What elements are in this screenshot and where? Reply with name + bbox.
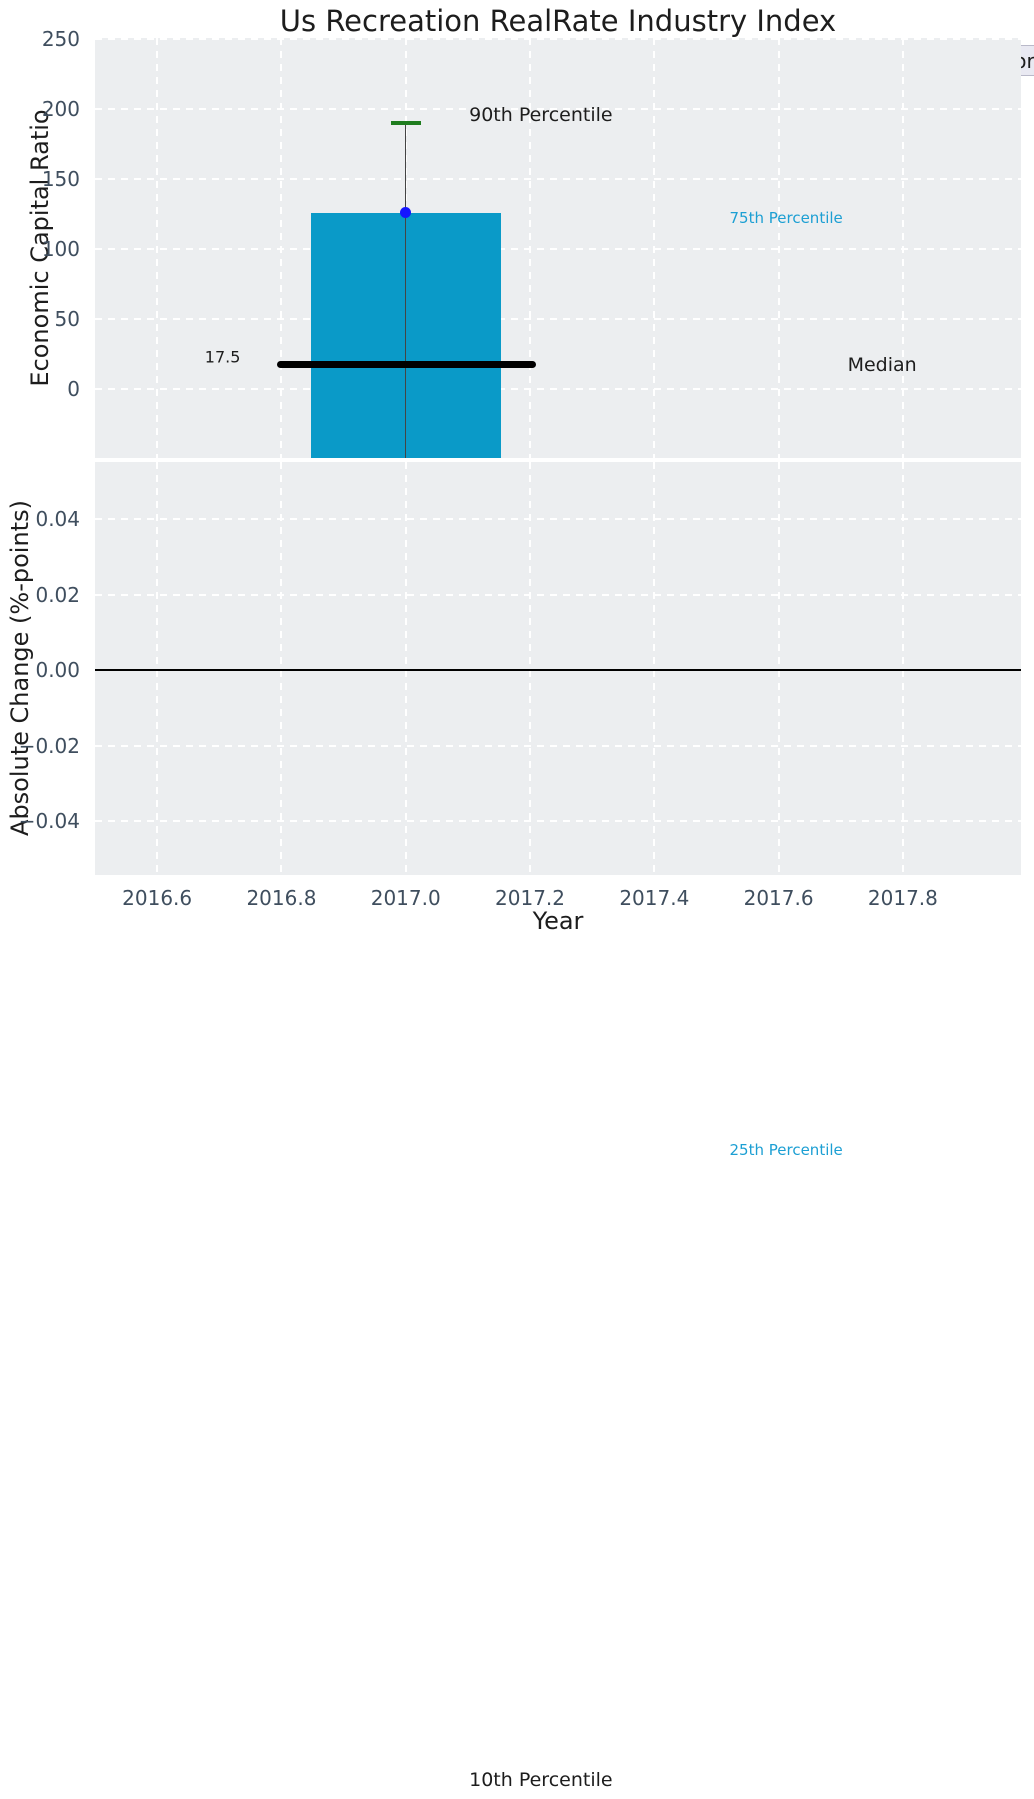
y-tick-label: 150 [41,166,80,191]
gridline [95,38,1021,40]
x-tick-label: 2017.2 [495,886,566,910]
x-tick-label: 2017.4 [619,886,690,910]
whisker-line [404,122,407,458]
gridline [653,462,656,875]
annotation-25th-percentile: 25th Percentile [729,1141,843,1160]
y-tick-label: 200 [41,96,80,121]
gridline [95,247,1021,250]
y-tick-label: 0.00 [35,658,80,682]
top-plot-area [95,38,1021,458]
annotation-90th-percentile: 90th Percentile [469,104,613,127]
y-tick-label: 250 [41,26,80,51]
y-tick-label: 0 [67,376,80,401]
x-axis-label: Year [532,907,584,935]
x-tick-label: 2017.0 [370,886,441,910]
x-tick-label: 2017.6 [743,886,814,910]
median-line [277,360,537,368]
gridline [529,462,532,875]
y-tick-label: −0.02 [18,733,80,758]
gridline [156,462,159,875]
x-tick-label: 2016.6 [122,886,193,910]
x-tick-label: 2017.8 [867,886,938,910]
chart-title: Us Recreation RealRate Industry Index [279,4,837,38]
company-marker-dot [400,207,412,219]
gridline [95,593,1021,596]
y-tick-label: 0.04 [35,507,80,531]
zero-reference-line [95,669,1021,671]
x-tick-label: 2016.8 [246,886,317,910]
annotation-median: Median [847,354,917,377]
gridline [95,387,1021,390]
gridline [95,820,1021,822]
90th-percentile-cap [390,121,421,125]
gridline [901,462,904,875]
y-tick-label: 0.02 [35,582,80,607]
annotation-75th-percentile: 75th Percentile [729,209,843,228]
y-tick-label: −0.04 [18,809,80,833]
y-tick-label: 50 [54,306,80,331]
gridline [95,177,1021,180]
gridline [777,462,780,875]
gridline [95,107,1021,110]
gridline [95,317,1021,320]
annotation-median-value: 17.5 [204,347,241,367]
gridline [95,744,1021,747]
y-tick-label: 100 [41,236,80,261]
annotation-10th-percentile: 10th Percentile [469,1769,613,1792]
gridline [404,462,407,875]
gridline [95,518,1021,520]
bottom-plot-area [95,462,1021,875]
gridline [280,462,283,875]
